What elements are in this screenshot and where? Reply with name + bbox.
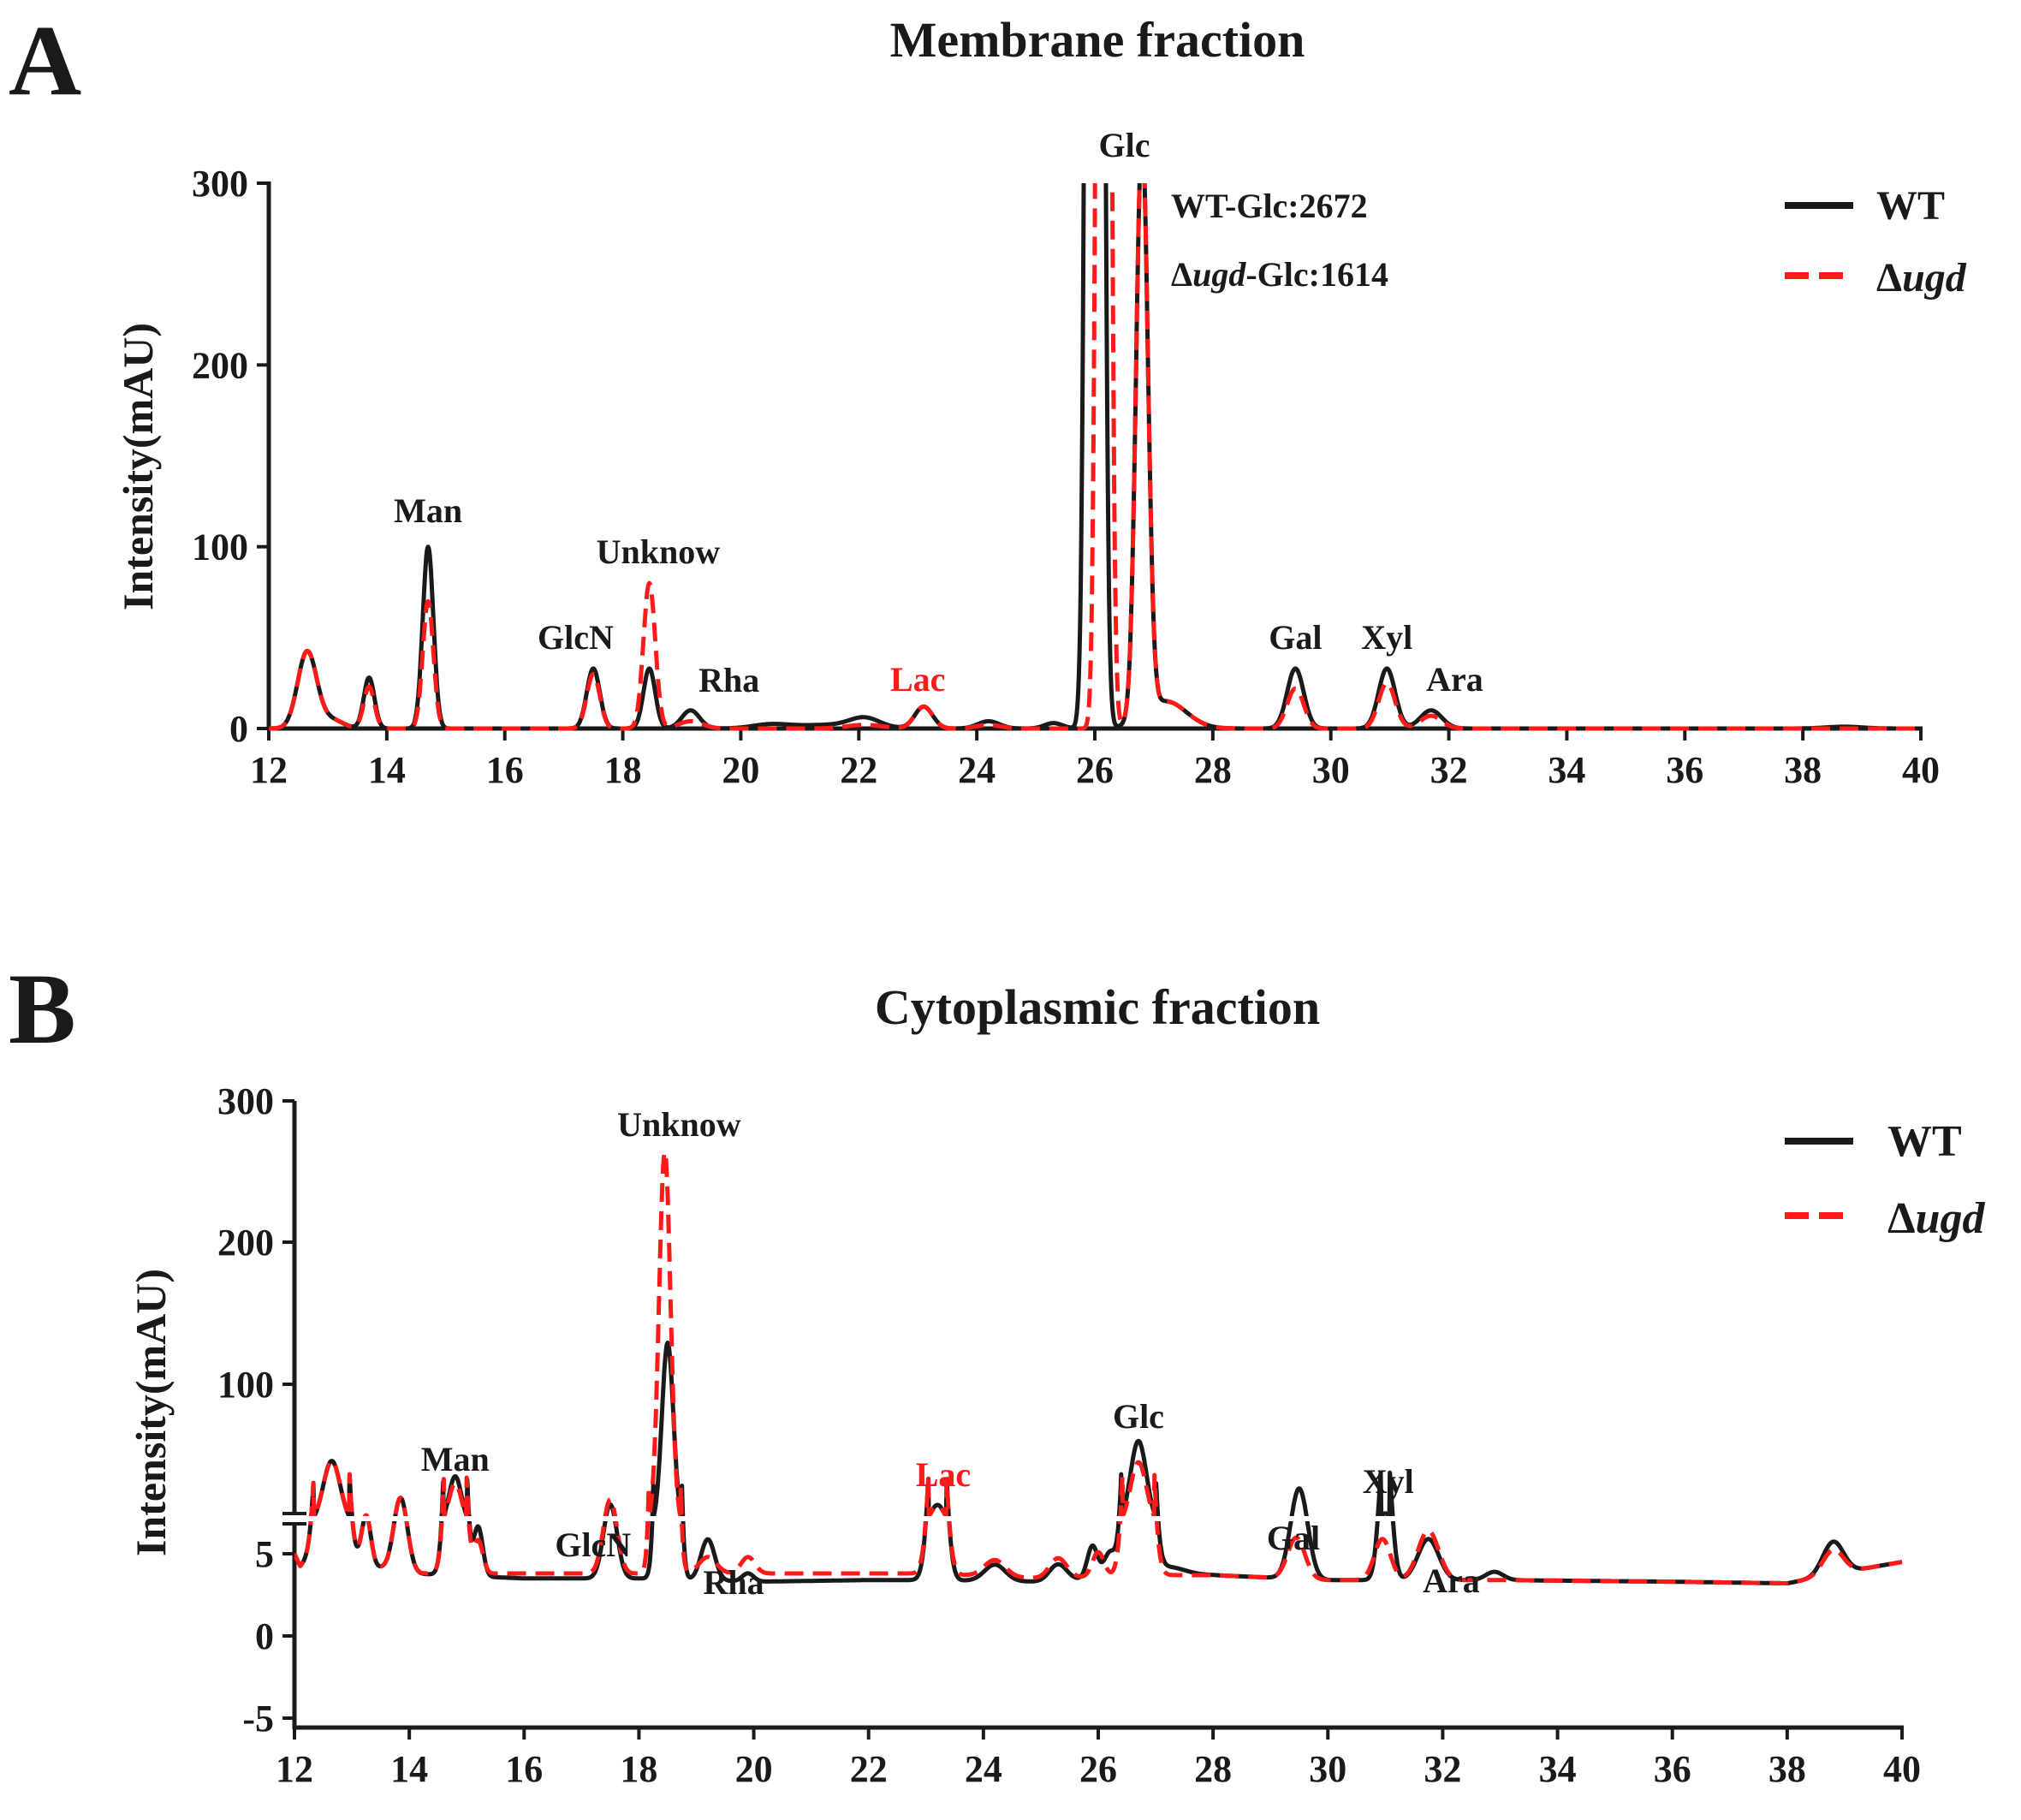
panel-b-x-tick-label: 26 — [1079, 1748, 1117, 1790]
panel-b-peak-label-rha: Rha — [704, 1563, 764, 1602]
panel-a-legend-wt-label: WT — [1876, 183, 1945, 229]
panel-a-x-tick-label: 34 — [1548, 749, 1585, 791]
panel-a-y-tick-label: 0 — [229, 708, 248, 750]
panel-b-x-tick-label: 40 — [1883, 1748, 1921, 1790]
panel-a-x-tick-label: 36 — [1666, 749, 1703, 791]
panel-a-x-tick-label: 30 — [1312, 749, 1350, 791]
panel-a-x-tick-label: 14 — [368, 749, 406, 791]
panel-a-legend: WT Δugd — [1785, 183, 1967, 300]
panel-b-peak-label-glc: Glc — [1113, 1397, 1164, 1436]
panel-a-x-tick-label: 40 — [1902, 749, 1940, 791]
panel-b: B Cytoplasmic fraction Intensity(mAU) -5… — [9, 953, 1986, 1790]
panel-b-x-tick-label: 32 — [1424, 1748, 1461, 1790]
panel-a-ticks: 0 100 200 300 12 14 16 18 20 22 24 26 28 30 32 34 36 38 40 — [192, 163, 1940, 791]
panel-a-peak-label-xyl: Xyl — [1361, 618, 1412, 657]
panel-a-axes — [257, 181, 1923, 740]
panel-a-legend-ugd-italic: ugd — [1902, 255, 1967, 300]
panel-b-peak-label-glcn: GlcN — [555, 1526, 631, 1564]
panel-b-ticks: -5 0 5 100 200 300 12 14 16 18 20 22 24 26 28 30 32 34 36 3… — [217, 1080, 1921, 1790]
panel-b-peak-label-unknow: Unknow — [617, 1105, 741, 1144]
panel-b-y-tick-label: -5 — [242, 1698, 274, 1740]
panel-b-peak-label-gal: Gal — [1267, 1519, 1320, 1557]
panel-b-peak-labels: Man GlcN Unknow Rha Lac Glc Gal Xyl Ara — [421, 1105, 1480, 1602]
panel-b-peak-label-lac: Lac — [916, 1455, 971, 1494]
panel-a-legend-ugd-label: Δugd — [1876, 255, 1967, 300]
panel-b-axes — [282, 1099, 1904, 1740]
panel-b-x-tick-label: 20 — [735, 1748, 773, 1790]
panel-a-note-wt-glc: WT-Glc:2672 — [1171, 187, 1368, 225]
panel-b-y-tick-label: 300 — [217, 1080, 274, 1122]
panel-b-x-tick-label: 24 — [965, 1748, 1002, 1790]
panel-a-x-tick-label: 16 — [486, 749, 524, 791]
panel-b-axis-break-gap — [297, 1516, 1905, 1521]
panel-a-peak-label-glcn: GlcN — [538, 618, 614, 657]
panel-a-series — [269, 183, 1921, 731]
panel-a-series-ugd-line — [269, 183, 1921, 731]
panel-a-y-tick-label: 300 — [192, 163, 248, 205]
panel-b-legend-wt-label: WT — [1887, 1117, 1962, 1166]
panel-b-legend: WT Δugd — [1785, 1117, 1986, 1243]
panel-a-x-tick-label: 28 — [1194, 749, 1232, 791]
panel-b-title: Cytoplasmic fraction — [875, 979, 1320, 1035]
panel-b-series-ugd-line — [294, 1150, 1904, 1586]
panel-b-x-tick-label: 28 — [1194, 1748, 1232, 1790]
panel-a-x-tick-label: 22 — [840, 749, 877, 791]
panel-a-note-ugd-italic: ugd — [1192, 255, 1246, 294]
panel-b-x-tick-label: 12 — [276, 1748, 313, 1790]
panel-b-y-tick-label: 100 — [217, 1364, 274, 1406]
panel-a-peak-label-man: Man — [394, 491, 462, 530]
panel-b-legend-ugd-italic: ugd — [1916, 1194, 1986, 1243]
panel-b-x-tick-label: 38 — [1768, 1748, 1806, 1790]
panel-a-x-tick-label: 20 — [722, 749, 759, 791]
panel-b-legend-ugd-label: Δugd — [1887, 1194, 1986, 1243]
panel-b-y-tick-label: 5 — [255, 1533, 274, 1575]
panel-b-x-tick-label: 14 — [390, 1748, 428, 1790]
panel-b-series — [294, 1150, 1905, 1586]
panel-a-x-tick-label: 26 — [1076, 749, 1114, 791]
panel-b-series-wt-line — [294, 1341, 1904, 1586]
panel-b-letter: B — [9, 953, 76, 1065]
panel-a-peak-label-lac: Lac — [890, 660, 945, 699]
panel-a-y-tick-label: 200 — [192, 344, 248, 386]
panel-a-note-ugd-glc: Δugd-Glc:1614 — [1171, 255, 1388, 294]
panel-b-y-axis-label: Intensity(mAU) — [127, 1269, 175, 1556]
panel-a-peak-label-glc: Glc — [1098, 126, 1150, 164]
panel-b-peak-label-ara: Ara — [1423, 1561, 1480, 1600]
panel-a-peak-label-ara: Ara — [1426, 660, 1483, 699]
panel-b-x-tick-label: 22 — [850, 1748, 888, 1790]
panel-a-y-axis-label: Intensity(mAU) — [114, 323, 162, 610]
panel-b-x-tick-label: 16 — [505, 1748, 543, 1790]
panel-b-y-tick-label: 200 — [217, 1222, 274, 1264]
panel-a-peak-label-gal: Gal — [1269, 618, 1322, 657]
panel-a-x-tick-label: 12 — [250, 749, 288, 791]
panel-a-title: Membrane fraction — [890, 12, 1305, 68]
panel-b-x-tick-label: 36 — [1654, 1748, 1691, 1790]
panel-a-peak-label-rha: Rha — [698, 661, 759, 699]
panel-b-peak-label-man: Man — [421, 1440, 490, 1478]
panel-a-peak-label-unknow: Unknow — [597, 532, 721, 571]
panel-a-x-tick-label: 32 — [1430, 749, 1468, 791]
panel-b-x-tick-label: 34 — [1539, 1748, 1577, 1790]
panel-b-x-tick-label: 30 — [1309, 1748, 1346, 1790]
panel-a-y-tick-label: 100 — [192, 526, 248, 568]
panel-a-letter: A — [9, 4, 81, 116]
panel-b-x-tick-label: 18 — [620, 1748, 657, 1790]
panel-b-peak-label-xyl: Xyl — [1363, 1462, 1414, 1501]
panel-a-x-tick-label: 18 — [604, 749, 642, 791]
panel-a-note-ugd-rest: -Glc:1614 — [1245, 255, 1388, 294]
panel-b-y-tick-label: 0 — [255, 1615, 274, 1657]
panel-a-x-tick-label: 24 — [958, 749, 996, 791]
panel-a-peak-labels: Man GlcN Unknow Rha Lac Glc Gal Xyl Ara — [394, 126, 1483, 699]
panel-a-x-tick-label: 38 — [1784, 749, 1822, 791]
panel-a: A Membrane fraction Intensity(mAU) 0 100 2… — [9, 4, 1967, 791]
